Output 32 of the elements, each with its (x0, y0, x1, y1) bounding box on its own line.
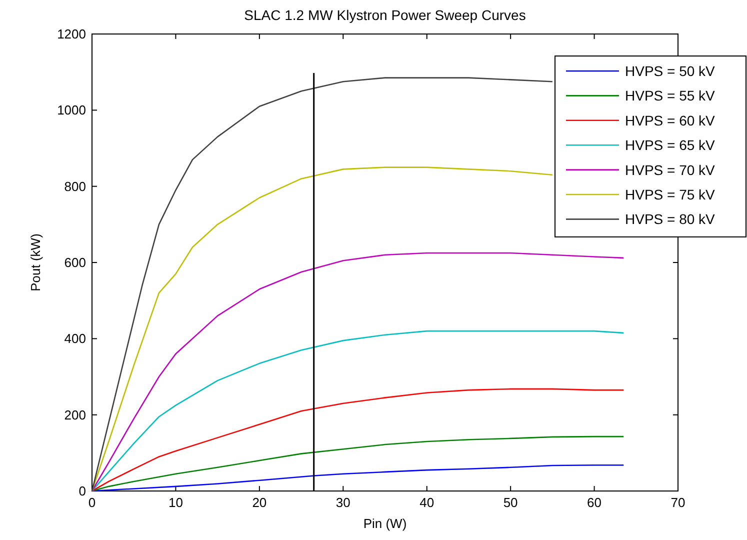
line-series (91, 388, 624, 492)
x-tick-label: 0 (88, 495, 96, 510)
y-axis-title: Pout (kW) (28, 234, 43, 292)
x-tick-label: 10 (168, 495, 183, 510)
x-tick-label: 30 (336, 495, 350, 510)
legend-label: HVPS = 65 kV (625, 137, 716, 154)
legend-label: HVPS = 70 kV (625, 162, 716, 178)
y-tick-label: 800 (64, 178, 86, 194)
line-series (91, 464, 624, 492)
y-tick-label: 1200 (57, 26, 86, 42)
y-tick-label: 1000 (57, 102, 86, 118)
y-tick-label: 600 (64, 255, 86, 270)
legend-label: HVPS = 75 kV (625, 186, 716, 202)
line-series (91, 77, 554, 492)
x-tick-label: 60 (587, 495, 602, 510)
line-series (91, 330, 624, 492)
legend-label: HVPS = 80 kV (625, 211, 716, 228)
line-series (91, 166, 554, 492)
legend-label: HVPS = 50 kV (625, 63, 716, 79)
y-tick-label: 400 (64, 331, 86, 346)
x-tick-label: 70 (670, 495, 686, 510)
x-tick-label: 40 (420, 495, 434, 510)
x-axis-title: Pin (W) (363, 516, 407, 531)
line-series (91, 252, 624, 492)
y-tick-label: 200 (64, 407, 86, 422)
chart-title: SLAC 1.2 MW Klystron Power Sweep Curves (244, 7, 526, 23)
y-tick-label: 0 (78, 484, 86, 498)
legend-label: HVPS = 60 kV (625, 112, 716, 128)
line-series (91, 436, 624, 492)
x-tick-label: 50 (503, 495, 518, 510)
x-tick-label: 20 (252, 495, 267, 510)
legend-label: HVPS = 55 kV (625, 88, 716, 104)
